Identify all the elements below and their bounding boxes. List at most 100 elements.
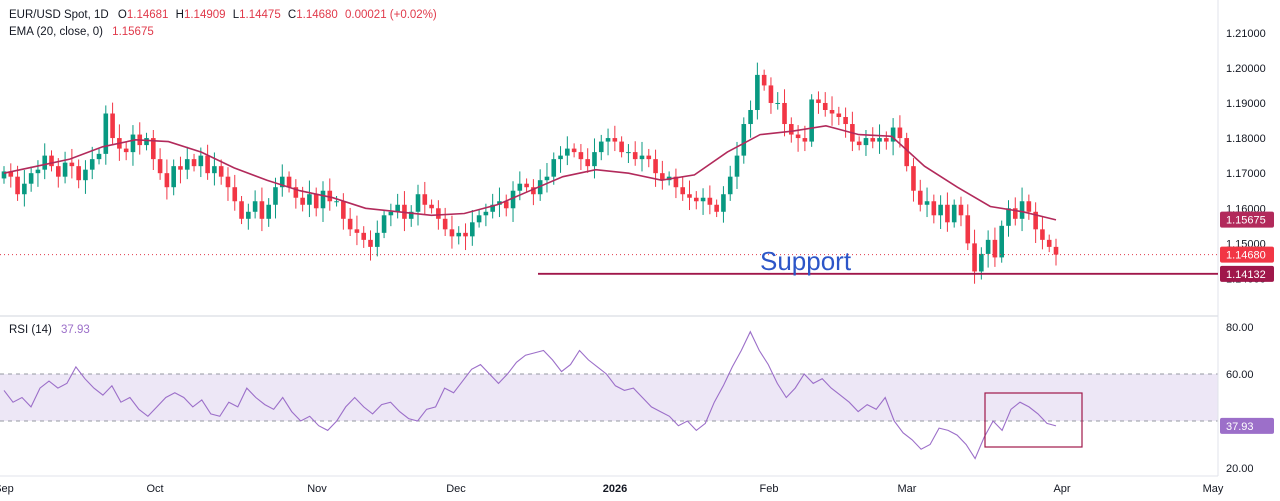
candle-body <box>123 148 129 153</box>
candle-body <box>829 109 835 114</box>
candle-body <box>307 194 312 205</box>
open-value: 1.14681 <box>126 9 169 21</box>
candle-body <box>761 74 767 86</box>
candle-body <box>992 239 998 258</box>
time-tick-label: Dec <box>446 483 466 495</box>
candle-body <box>612 138 618 142</box>
ema-price-tag: 1.15675 <box>1226 215 1266 227</box>
candle-body <box>239 201 244 219</box>
candle-body <box>870 138 876 142</box>
candle-body <box>1046 239 1052 247</box>
candle-body <box>632 152 638 160</box>
candle-body <box>693 197 699 202</box>
candle-body <box>897 127 903 139</box>
time-tick-label: Feb <box>760 483 779 495</box>
candle-body <box>62 162 68 177</box>
candle-body <box>571 148 577 153</box>
candle-body <box>347 218 353 230</box>
ema-price-tag-bg <box>1220 211 1274 228</box>
candle-body <box>890 127 896 142</box>
candle-body <box>965 215 971 244</box>
rsi-tick-label: 60.00 <box>1226 369 1254 381</box>
candle-body <box>924 201 930 205</box>
candle-body <box>144 138 149 146</box>
rsi-value: 37.93 <box>61 324 90 336</box>
price-tick-label: 1.17000 <box>1226 168 1266 180</box>
candle-body <box>727 176 733 195</box>
rsi-legend: RSI (14) 37.93 <box>9 324 90 336</box>
candle-body <box>456 232 462 237</box>
candle-body <box>605 138 611 142</box>
candle-body <box>259 201 265 219</box>
candle-body <box>151 138 156 160</box>
candle-body <box>1040 229 1045 240</box>
low-label: L <box>232 9 240 21</box>
candle-body <box>483 211 489 216</box>
candle-body <box>884 138 889 142</box>
ema-legend: EMA (20, close, 0) 1.15675 <box>9 26 154 38</box>
candle-body <box>191 159 197 167</box>
candle-body <box>1 171 7 179</box>
rsi-line <box>3 330 1057 460</box>
candle-body <box>687 194 692 198</box>
last-price-tag-bg <box>1220 246 1274 263</box>
rsi-label: RSI (14) <box>9 324 52 336</box>
candle-body <box>55 166 61 177</box>
candle-body <box>782 102 787 125</box>
low-value: 1.14475 <box>239 9 281 21</box>
price-tick-label: 1.20000 <box>1226 63 1266 75</box>
rsi-highlight-box <box>984 392 1083 448</box>
candle-body <box>429 204 434 209</box>
candle-body <box>463 232 468 237</box>
candle-body <box>1053 246 1059 255</box>
time-axis: Sep Oct Nov Dec 2026 Feb Mar Apr May <box>0 483 1224 495</box>
candle-body <box>1033 211 1038 230</box>
candle-body <box>822 102 828 110</box>
candle-body <box>449 229 455 237</box>
candle-body <box>184 159 190 170</box>
candle-body <box>856 141 862 146</box>
candle-body <box>103 113 109 154</box>
candle-body <box>28 173 34 184</box>
candle-body <box>76 166 81 181</box>
candle-body <box>69 162 75 167</box>
candle-body <box>700 197 706 202</box>
candle-body <box>911 166 916 191</box>
grid-lines <box>0 373 1218 422</box>
rsi-value-tag: 37.93 <box>1226 421 1254 433</box>
candles-layer <box>1 62 1059 284</box>
candle-body <box>836 113 842 118</box>
ema-line <box>3 124 1057 221</box>
candle-body <box>89 159 95 170</box>
candle-body <box>565 148 570 156</box>
time-tick-label: Oct <box>146 483 163 495</box>
candle-body <box>510 190 516 209</box>
candle-body <box>945 204 950 223</box>
candle-body <box>1006 208 1011 226</box>
close-label: C <box>287 9 297 21</box>
time-tick-label: Nov <box>307 483 327 495</box>
candle-body <box>442 218 448 230</box>
candle-body <box>157 159 163 174</box>
change-value: 0.00021 (+0.02%) <box>345 9 437 21</box>
candle-body <box>931 201 937 216</box>
rsi-value-tag-bg <box>1220 417 1274 434</box>
close-value: 1.14680 <box>296 9 338 21</box>
candle-body <box>313 194 319 209</box>
candle-body <box>707 197 713 205</box>
candle-body <box>408 211 414 219</box>
ema-label: EMA (20, close, 0) <box>9 26 103 38</box>
candle-body <box>626 152 631 154</box>
open-label: O <box>117 9 127 21</box>
candle-body <box>198 155 204 167</box>
candle-body <box>361 232 367 240</box>
candle-body <box>904 138 909 167</box>
candle-body <box>1019 201 1025 219</box>
candle-body <box>130 134 136 153</box>
candle-body <box>415 194 421 212</box>
candle-body <box>279 176 285 188</box>
candle-body <box>653 159 658 174</box>
candle-body <box>1012 208 1018 219</box>
candle-body <box>327 190 333 202</box>
candle-body <box>490 204 495 212</box>
